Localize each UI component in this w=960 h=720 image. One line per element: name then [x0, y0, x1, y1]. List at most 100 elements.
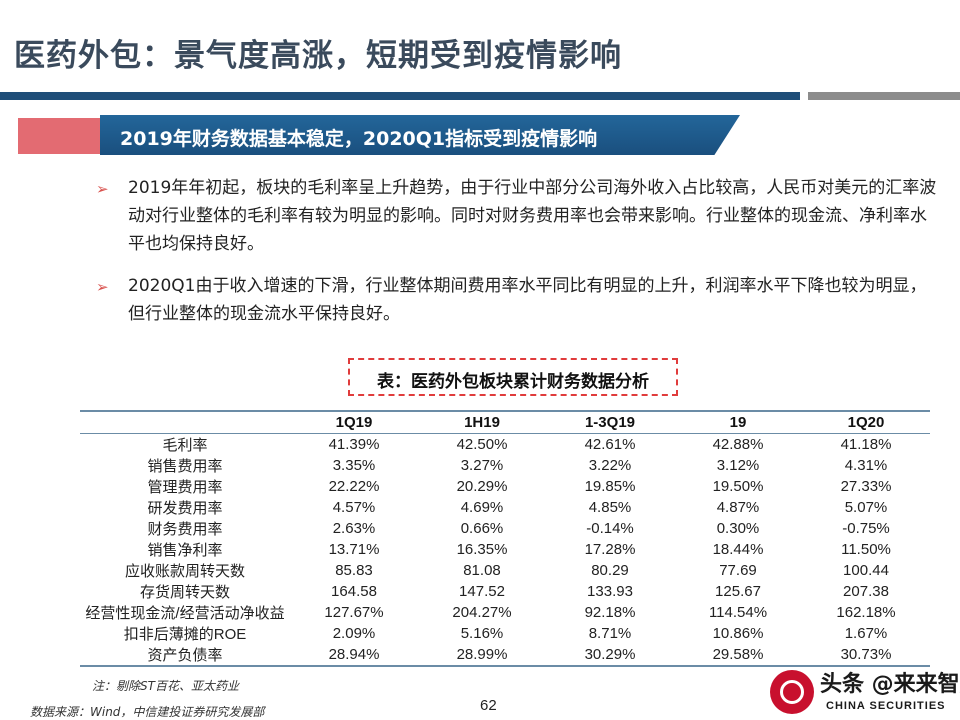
table-cell: 41.39%	[328, 435, 380, 453]
row-label: 研发费用率	[147, 499, 223, 517]
table-cell: 162.18%	[836, 603, 896, 621]
table-cell: 29.58%	[674, 643, 802, 667]
table-cell: 41.18%	[840, 435, 892, 453]
banner-blue-bar	[100, 115, 740, 155]
bullet-item: ➢ 2019年年初起，板块的毛利率呈上升趋势，由于行业中部分公司海外收入占比较高…	[96, 174, 938, 258]
table-cell: 19.50%	[712, 477, 764, 495]
table-cell: 85.83	[335, 561, 373, 579]
table-cell: 3.35%	[332, 456, 376, 474]
logo-text-cn: 头条 @来来智库	[820, 672, 960, 697]
table-cell: 8.71%	[588, 624, 632, 642]
table-cell: 11.50%	[841, 540, 891, 558]
table-cell: 30.73%	[802, 643, 930, 667]
table-cell: 4.57%	[332, 498, 376, 516]
table-cell: 5.16%	[460, 624, 504, 642]
table-cell: 13.71%	[328, 540, 380, 558]
arrow-right-icon: ➢	[96, 180, 109, 198]
logo-mark-icon	[770, 670, 814, 714]
table-row: 资产负债率 28.94% 28.99% 30.29% 29.58% 30.73%	[80, 643, 930, 667]
table-cell: 19.85%	[584, 477, 636, 495]
table-cell: 77.69	[719, 561, 757, 579]
table-row: 毛利率 41.39% 42.50% 42.61% 42.88% 41.18%	[80, 433, 930, 455]
table-cell: 20.29%	[456, 477, 508, 495]
data-source: 数据来源：Wind，中信建投证券研究发展部	[30, 705, 265, 719]
bullet-text: 2020Q1由于收入增速的下滑，行业整体期间费用率水平同比有明显的上升，利润率水…	[128, 276, 927, 324]
logo-text-en: CHINA SECURITIES	[826, 700, 946, 712]
table-row: 存货周转天数 164.58 147.52 133.93 125.67 207.38	[80, 581, 930, 602]
table-row: 销售净利率 13.71% 16.35% 17.28% 18.44% 11.50%	[80, 539, 930, 560]
table-cell: 80.29	[591, 561, 629, 579]
table-row: 扣非后薄摊的ROE 2.09% 5.16% 8.71% 10.86% 1.67%	[80, 623, 930, 644]
table-header-row: 1Q19 1H19 1-3Q19 19 1Q20	[80, 410, 930, 434]
title-divider-gray	[808, 92, 960, 100]
table-cell: 0.30%	[716, 519, 760, 537]
table-cell: 28.94%	[290, 643, 418, 667]
table-header-cell: 1H19	[418, 410, 546, 434]
bullet-list: ➢ 2019年年初起，板块的毛利率呈上升趋势，由于行业中部分公司海外收入占比较高…	[96, 174, 938, 342]
table-cell: 42.88%	[712, 435, 764, 453]
table-row: 销售费用率 3.35% 3.27% 3.22% 3.12% 4.31%	[80, 455, 930, 476]
bullet-text: 2019年年初起，板块的毛利率呈上升趋势，由于行业中部分公司海外收入占比较高，人…	[128, 178, 937, 254]
table-cell: 207.38	[843, 582, 889, 600]
table-cell: 147.52	[459, 582, 505, 600]
table-cell: 1.67%	[844, 624, 888, 642]
table-cell: 125.67	[715, 582, 761, 600]
row-label: 财务费用率	[147, 520, 223, 538]
financial-data-table: 1Q19 1H19 1-3Q19 19 1Q20 毛利率 41.39% 42.50%…	[80, 410, 930, 667]
banner-text: 2019年财务数据基本稳定，2020Q1指标受到疫情影响	[120, 128, 598, 150]
table-cell: 4.87%	[716, 498, 760, 516]
table-header-cell: 1Q19	[290, 410, 418, 434]
table-cell: 133.93	[587, 582, 633, 600]
table-header-cell: 1Q20	[802, 410, 930, 434]
table-cell: 114.54%	[708, 603, 768, 621]
page-title: 医药外包：景气度高涨，短期受到疫情影响	[14, 38, 622, 74]
table-cell: 22.22%	[328, 477, 380, 495]
table-body: 毛利率 41.39% 42.50% 42.61% 42.88% 41.18% 销售费用率 3.…	[80, 433, 930, 667]
table-cell: 2.63%	[332, 519, 376, 537]
table-header-cell: 1-3Q19	[546, 410, 674, 434]
row-label: 应收账款周转天数	[124, 562, 245, 580]
page-number: 62	[480, 697, 497, 714]
table-header-cell	[80, 410, 290, 434]
table-row: 财务费用率 2.63% 0.66% -0.14% 0.30% -0.75%	[80, 518, 930, 539]
table-row: 应收账款周转天数 85.83 81.08 80.29 77.69 100.44	[80, 560, 930, 581]
table-cell: 30.29%	[546, 643, 674, 667]
table-cell: 5.07%	[844, 498, 888, 516]
table-caption-box: 表：医药外包板块累计财务数据分析	[348, 358, 678, 396]
row-label: 管理费用率	[147, 478, 223, 496]
table-cell: 127.67%	[324, 603, 384, 621]
row-label: 资产负债率	[80, 643, 290, 667]
table-header-cell: 19	[674, 410, 802, 434]
table-row: 管理费用率 22.22% 20.29% 19.85% 19.50% 27.33%	[80, 476, 930, 497]
table-cell: 92.18%	[584, 603, 636, 621]
row-label: 毛利率	[162, 436, 208, 454]
table-row: 研发费用率 4.57% 4.69% 4.85% 4.87% 5.07%	[80, 497, 930, 518]
table-cell: 2.09%	[332, 624, 376, 642]
row-label: 存货周转天数	[139, 583, 230, 601]
table-cell: 28.99%	[418, 643, 546, 667]
table-cell: 0.66%	[460, 519, 504, 537]
table-cell: -0.14%	[586, 519, 634, 537]
table-cell: 4.85%	[588, 498, 632, 516]
table-cell: 10.86%	[712, 624, 764, 642]
table-cell: -0.75%	[842, 519, 890, 537]
table-cell: 42.61%	[584, 435, 636, 453]
table-cell: 100.44	[843, 561, 889, 579]
table-cell: 3.12%	[716, 456, 760, 474]
table-cell: 3.27%	[460, 456, 504, 474]
table-cell: 204.27%	[452, 603, 512, 621]
row-label: 经营性现金流/经营活动净收益	[85, 604, 285, 622]
title-divider-blue	[0, 92, 800, 100]
bullet-item: ➢ 2020Q1由于收入增速的下滑，行业整体期间费用率水平同比有明显的上升，利润…	[96, 272, 938, 328]
table-caption: 表：医药外包板块累计财务数据分析	[377, 372, 649, 392]
table-cell: 4.31%	[844, 456, 888, 474]
company-logo: 头条 @来来智库 CHINA SECURITIES	[770, 664, 960, 720]
table-cell: 3.22%	[588, 456, 632, 474]
section-banner: 2019年财务数据基本稳定，2020Q1指标受到疫情影响	[18, 112, 740, 160]
table-cell: 164.58	[331, 582, 377, 600]
row-label: 销售净利率	[147, 541, 223, 559]
row-label: 扣非后薄摊的ROE	[123, 625, 247, 643]
table-cell: 81.08	[463, 561, 501, 579]
table-cell: 17.28%	[584, 540, 636, 558]
table-cell: 27.33%	[840, 477, 892, 495]
